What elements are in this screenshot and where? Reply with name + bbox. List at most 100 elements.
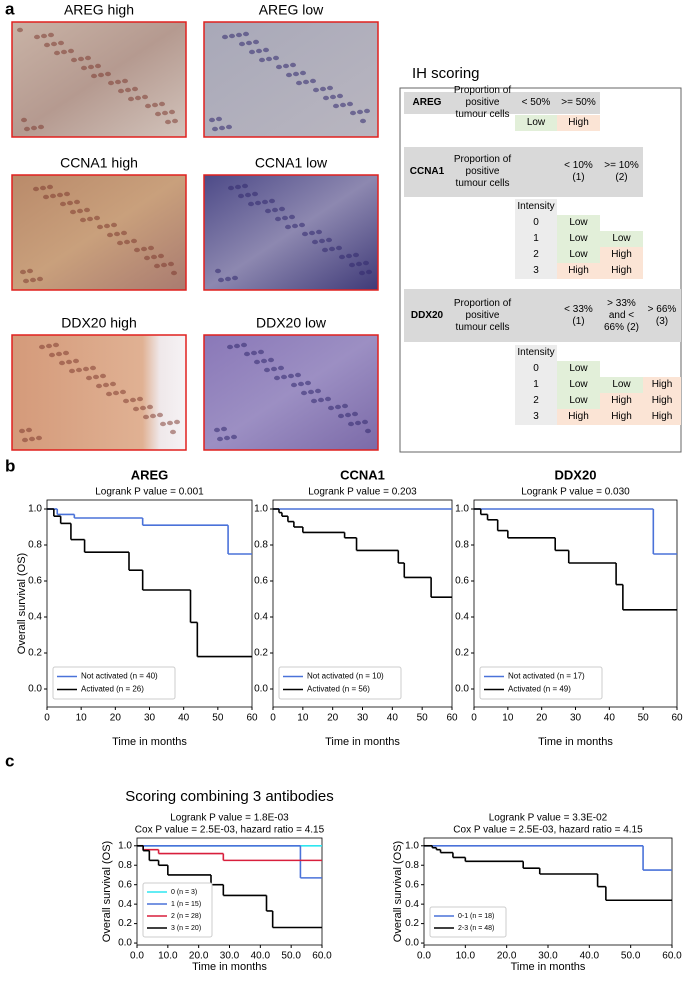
cell-nucleus [76, 367, 82, 373]
image-label: CCNA1 high [60, 155, 138, 171]
cell-nucleus [104, 223, 110, 229]
x-axis-label: Time in months [538, 736, 613, 748]
cell-nucleus [255, 200, 261, 206]
cell-nucleus [41, 33, 47, 39]
cell-nucleus [271, 366, 277, 372]
cell-nucleus [338, 413, 344, 419]
cell-nucleus [335, 404, 341, 410]
cell-nucleus [115, 79, 121, 85]
y-tick-label: 0.4 [455, 612, 469, 623]
cell-nucleus [73, 358, 79, 364]
panel-label: b [5, 456, 15, 475]
cell-nucleus [49, 352, 55, 358]
cell-nucleus [346, 253, 352, 259]
cell-nucleus [242, 183, 248, 189]
cell-nucleus [48, 32, 54, 38]
cell-nucleus [245, 192, 251, 198]
cell-nucleus [44, 42, 50, 48]
panel-label: c [5, 751, 14, 770]
cell-nucleus [291, 382, 297, 388]
cell-nucleus [293, 71, 299, 77]
chart-subtitle: Logrank P value = 0.001 [95, 487, 204, 498]
cell-nucleus [29, 436, 35, 442]
x-tick-label: 10 [297, 713, 309, 724]
cell-nucleus [268, 357, 274, 363]
cell-nucleus [152, 102, 158, 108]
cell-nucleus [231, 434, 237, 440]
cell-nucleus [228, 185, 234, 191]
y-tick-label: 0.6 [254, 576, 268, 587]
x-tick-label: 40.0 [580, 951, 600, 962]
cell-nucleus [259, 57, 265, 63]
cell-nucleus [117, 240, 123, 246]
cell-nucleus [323, 95, 329, 101]
x-axis-label: Time in months [325, 736, 400, 748]
cell-nucleus [355, 420, 361, 426]
legend-box [52, 666, 176, 700]
column-header: > 66% (3) [647, 303, 677, 327]
image-label: DDX20 low [256, 315, 327, 331]
cell-nucleus [20, 269, 26, 275]
cell-nucleus [31, 125, 37, 131]
y-tick-label: 0.0 [455, 684, 469, 695]
cell-nucleus [69, 368, 75, 374]
y-axis-label: Overall survival (OS) [16, 553, 28, 654]
cell-nucleus [124, 239, 130, 245]
score-cell: Low [557, 393, 600, 409]
intensity-value: 2 [515, 247, 557, 263]
cell-nucleus [326, 237, 332, 243]
cell-nucleus [212, 126, 218, 132]
cell-nucleus [283, 63, 289, 69]
cell-nucleus [286, 72, 292, 78]
cell-nucleus [295, 372, 301, 378]
cell-nucleus [37, 276, 43, 282]
cell-nucleus [93, 374, 99, 380]
legend-label: 1 (n = 15) [171, 901, 201, 908]
cell-nucleus [59, 360, 65, 366]
cell-nucleus [39, 344, 45, 350]
cell-nucleus [128, 96, 134, 102]
cell-nucleus [290, 62, 296, 68]
y-tick-label: 0.0 [118, 938, 132, 949]
y-tick-label: 0.8 [455, 540, 469, 551]
cell-nucleus [78, 56, 84, 62]
intensity-value: 0 [515, 361, 557, 377]
cell-nucleus [111, 222, 117, 228]
cell-nucleus [165, 119, 171, 125]
x-tick-label: 30 [357, 713, 369, 724]
cell-nucleus [246, 40, 252, 46]
cell-nucleus [66, 359, 72, 365]
cell-nucleus [309, 230, 315, 236]
cell-nucleus [83, 366, 89, 372]
cell-nucleus [229, 33, 235, 39]
legend-box [142, 882, 213, 938]
y-tick-label: 0.2 [118, 918, 132, 929]
cell-nucleus [339, 254, 345, 260]
x-tick-label: 60 [446, 713, 458, 724]
cell-nucleus [221, 426, 227, 432]
cell-nucleus [345, 412, 351, 418]
column-header: < 33% (1) [564, 303, 593, 327]
cell-nucleus [140, 405, 146, 411]
measure: Proportion of positive tumour cells [453, 85, 512, 120]
cell-nucleus [148, 245, 154, 251]
cell-nucleus [327, 85, 333, 91]
cell-nucleus [363, 260, 369, 266]
y-tick-label: 0.2 [28, 648, 42, 659]
chart-subtitle: Logrank P value = 0.030 [521, 487, 630, 498]
cell-nucleus [299, 222, 305, 228]
cell-nucleus [91, 73, 97, 79]
cell-nucleus [275, 216, 281, 222]
cell-nucleus [248, 201, 254, 207]
cell-nucleus [224, 435, 230, 441]
cell-nucleus [305, 380, 311, 386]
image-label: CCNA1 low [255, 155, 328, 171]
cell-nucleus [70, 209, 76, 215]
cell-nucleus [249, 49, 255, 55]
cell-nucleus [336, 245, 342, 251]
x-tick-label: 20 [536, 713, 548, 724]
cell-nucleus [53, 342, 59, 348]
cell-nucleus [347, 101, 353, 107]
chart-subtitle: Logrank P value = 0.203 [308, 487, 417, 498]
